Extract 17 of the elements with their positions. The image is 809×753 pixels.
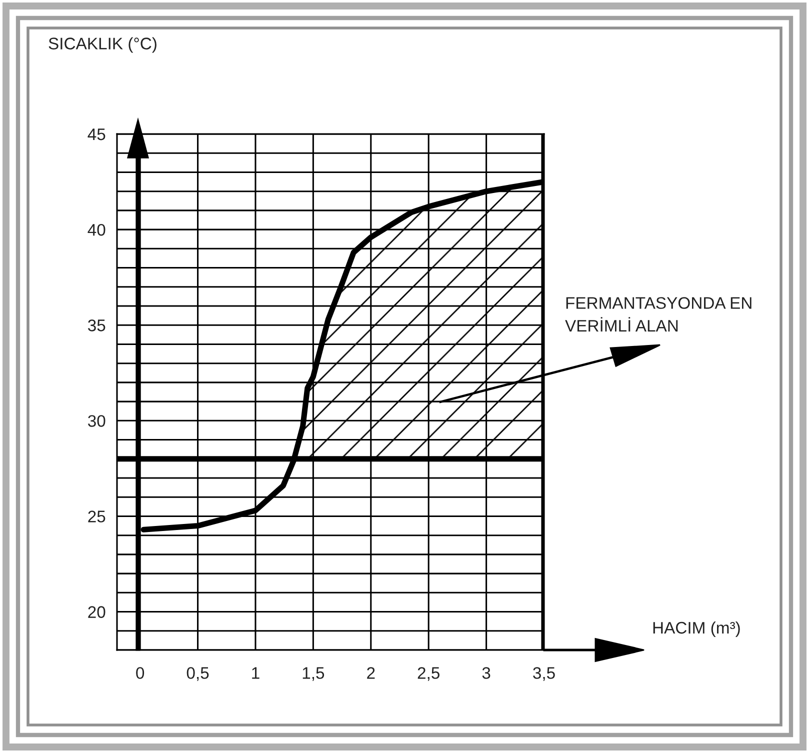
x-tick-label: 0 — [136, 667, 144, 679]
y-tick-label: 45 — [88, 128, 106, 140]
text: FERMANTASYONDA EN VERİMLİ ALAN — [565, 297, 752, 332]
y-tick-label: 40 — [88, 224, 106, 236]
x-tick-label: 3 — [482, 667, 490, 679]
x-tick-label: 3,5 — [533, 667, 555, 681]
x-tick-label: 1,5 — [302, 667, 324, 681]
x-tick-label: 1 — [252, 667, 260, 679]
y-axis-title: SICAKLIK (°C) — [48, 37, 156, 53]
y-tick-label: 20 — [88, 606, 106, 618]
y-tick-label: 35 — [88, 320, 106, 332]
x-tick-label: 2,5 — [418, 667, 440, 681]
x-tick-label: 0,5 — [186, 667, 209, 681]
y-tick-label: 25 — [88, 510, 106, 522]
y-tick-label: 30 — [88, 415, 106, 427]
x-tick-label: 2 — [367, 667, 375, 679]
text: HACIM (m³) — [653, 621, 740, 637]
